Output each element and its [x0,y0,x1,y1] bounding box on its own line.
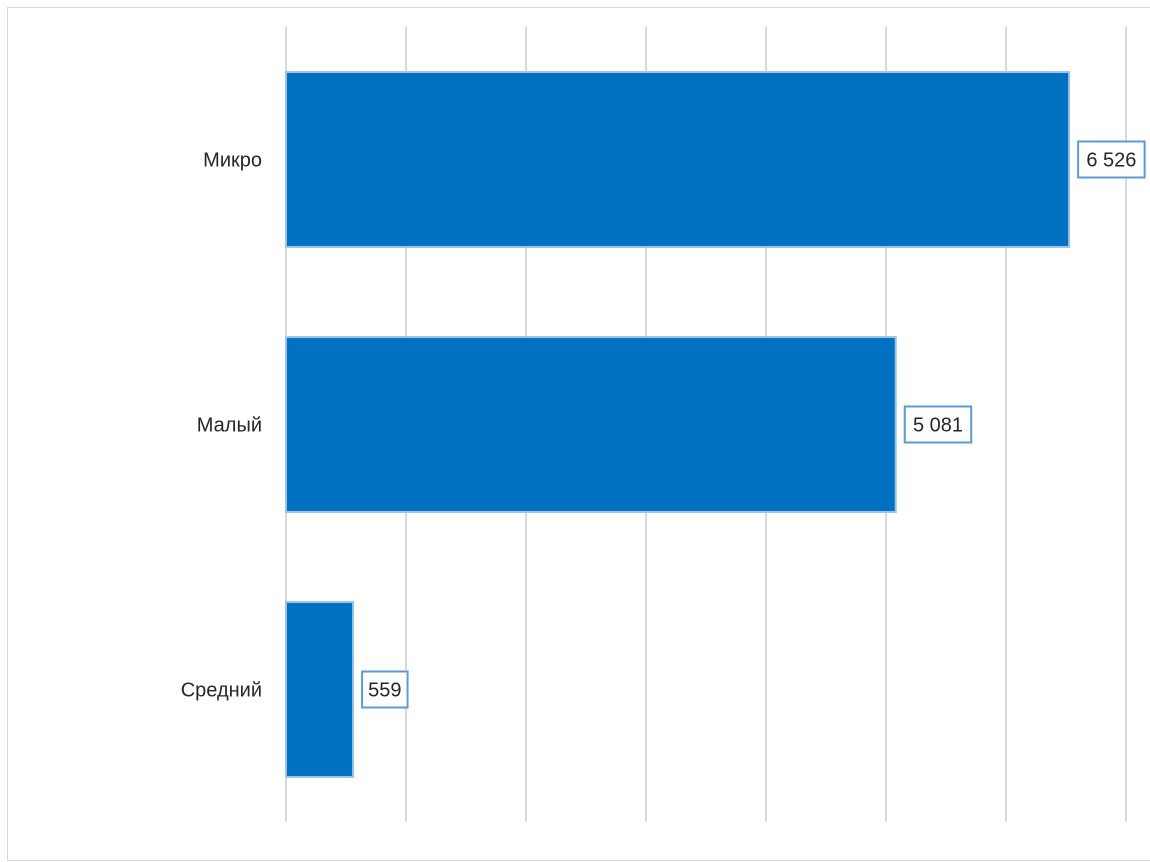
data-label: 6 526 [1086,150,1136,172]
bar [285,601,355,778]
category-label: Микро [203,150,262,172]
data-label-box [1077,140,1146,179]
category-label: Малый [197,415,262,437]
bar [285,336,897,513]
category-labels: Микро Малый Средний [181,150,262,702]
data-label-box [361,670,409,709]
category-label: Средний [181,680,262,702]
data-label: 559 [368,680,401,702]
data-labels: 6 526 5 081 559 [361,140,1146,709]
bar [285,71,1071,248]
data-label-box [903,405,973,444]
data-label: 5 081 [913,415,963,437]
bars [285,71,1071,778]
